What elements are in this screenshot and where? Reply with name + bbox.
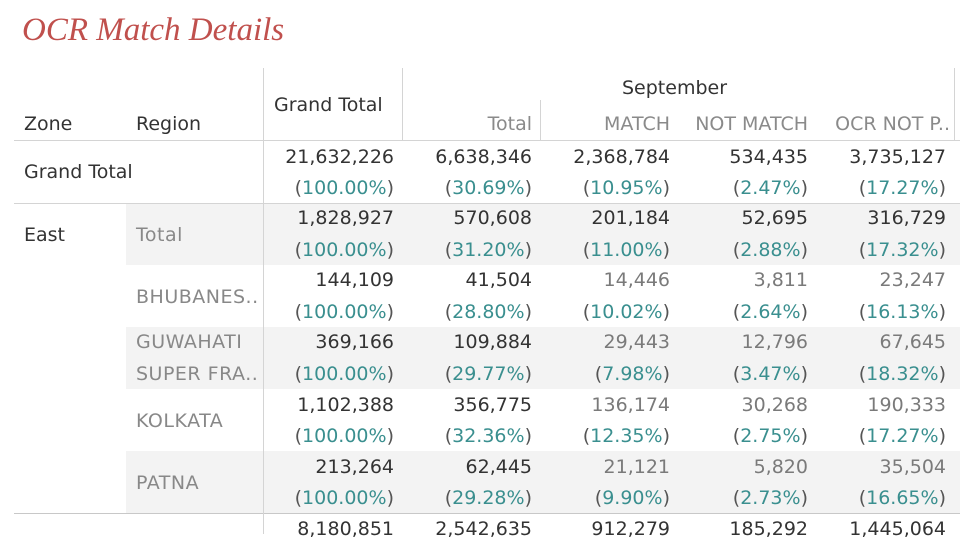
match-value[interactable]: 201,184 xyxy=(591,207,670,229)
grand-total-pct: (100.00%) xyxy=(294,425,394,447)
match-value[interactable]: 21,121 xyxy=(603,456,670,478)
ocr-not-pct: (17.27%) xyxy=(858,177,946,199)
ocr-not-pct: (17.32%) xyxy=(858,239,946,261)
grand-total-pct: (100.00%) xyxy=(294,487,394,509)
grand-total-value[interactable]: 1,828,927 xyxy=(297,207,394,229)
not-match-pct: (2.64%) xyxy=(732,301,808,323)
ocr-not-value[interactable]: 316,729 xyxy=(867,207,946,229)
row-divider xyxy=(14,513,960,514)
row-band xyxy=(126,327,960,389)
region-guwahati-line2: SUPER FRA.. xyxy=(136,363,259,385)
ocr-not-value[interactable]: 1,445,064 xyxy=(849,518,946,540)
grand-total-value[interactable]: 1,102,388 xyxy=(297,394,394,416)
region-total: Total xyxy=(136,224,183,246)
column-divider xyxy=(402,68,403,140)
not-match-pct: (2.73%) xyxy=(732,487,808,509)
header-region[interactable]: Region xyxy=(136,113,202,135)
match-pct: (11.00%) xyxy=(582,239,670,261)
row-band xyxy=(126,451,960,513)
match-value[interactable]: 912,279 xyxy=(591,518,670,540)
total-value[interactable]: 2,542,635 xyxy=(435,518,532,540)
total-pct: (28.80%) xyxy=(444,301,532,323)
total-value[interactable]: 41,504 xyxy=(465,269,532,291)
not-match-pct: (2.75%) xyxy=(732,425,808,447)
column-divider xyxy=(954,68,955,140)
match-pct: (12.35%) xyxy=(582,425,670,447)
ocr-not-value[interactable]: 35,504 xyxy=(879,456,946,478)
total-pct: (29.28%) xyxy=(444,487,532,509)
grand-total-pct: (100.00%) xyxy=(294,239,394,261)
ocr-not-value[interactable]: 190,333 xyxy=(867,394,946,416)
header-divider xyxy=(14,140,960,141)
not-match-value[interactable]: 30,268 xyxy=(741,394,808,416)
match-pct: (10.95%) xyxy=(582,177,670,199)
grand-total-value[interactable]: 213,264 xyxy=(315,456,394,478)
match-value[interactable]: 2,368,784 xyxy=(573,146,670,168)
grand-total-value[interactable]: 369,166 xyxy=(315,331,394,353)
match-pct: (9.90%) xyxy=(594,487,670,509)
grand-total-value[interactable]: 8,180,851 xyxy=(297,518,394,540)
ocr-not-value[interactable]: 3,735,127 xyxy=(849,146,946,168)
region-patna: PATNA xyxy=(136,472,200,494)
not-match-pct: (2.88%) xyxy=(732,239,808,261)
not-match-value[interactable]: 12,796 xyxy=(741,331,808,353)
grand-total-value[interactable]: 21,632,226 xyxy=(285,146,394,168)
region-kolkata: KOLKATA xyxy=(136,410,224,432)
not-match-value[interactable]: 3,811 xyxy=(753,269,808,291)
zone-grand-total: Grand Total xyxy=(24,161,133,183)
ocr-not-pct: (17.27%) xyxy=(858,425,946,447)
not-match-value[interactable]: 534,435 xyxy=(729,146,808,168)
zone-east: East xyxy=(24,224,65,246)
total-value[interactable]: 109,884 xyxy=(453,331,532,353)
grand-total-value[interactable]: 144,109 xyxy=(315,269,394,291)
total-pct: (30.69%) xyxy=(444,177,532,199)
grand-total-pct: (100.00%) xyxy=(294,177,394,199)
total-pct: (29.77%) xyxy=(444,363,532,385)
grand-total-pct: (100.00%) xyxy=(294,301,394,323)
not-match-pct: (3.47%) xyxy=(732,363,808,385)
match-pct: (7.98%) xyxy=(594,363,670,385)
total-pct: (31.20%) xyxy=(444,239,532,261)
region-bhubaneswar: BHUBANES.. xyxy=(136,286,259,308)
header-grand-total[interactable]: Grand Total xyxy=(274,94,383,116)
not-match-value[interactable]: 5,820 xyxy=(753,456,808,478)
header-september[interactable]: September xyxy=(622,77,728,99)
match-value[interactable]: 14,446 xyxy=(603,269,670,291)
header-zone[interactable]: Zone xyxy=(24,113,73,135)
region-guwahati: GUWAHATI xyxy=(136,331,243,353)
header-ocr-not[interactable]: OCR NOT P.. xyxy=(835,113,950,135)
column-divider xyxy=(263,68,264,534)
match-pct: (10.02%) xyxy=(582,301,670,323)
row-divider xyxy=(14,203,960,204)
row-band xyxy=(126,203,960,265)
not-match-value[interactable]: 185,292 xyxy=(729,518,808,540)
header-total[interactable]: Total xyxy=(487,113,532,135)
header-match[interactable]: MATCH xyxy=(604,113,670,135)
page-title: OCR Match Details xyxy=(22,12,285,48)
total-value[interactable]: 570,608 xyxy=(453,207,532,229)
not-match-value[interactable]: 52,695 xyxy=(741,207,808,229)
total-pct: (32.36%) xyxy=(444,425,532,447)
not-match-pct: (2.47%) xyxy=(732,177,808,199)
column-divider xyxy=(540,100,541,140)
match-value[interactable]: 136,174 xyxy=(591,394,670,416)
total-value[interactable]: 356,775 xyxy=(453,394,532,416)
ocr-not-value[interactable]: 23,247 xyxy=(879,269,946,291)
ocr-not-pct: (16.65%) xyxy=(858,487,946,509)
header-not-match[interactable]: NOT MATCH xyxy=(695,113,808,135)
match-value[interactable]: 29,443 xyxy=(603,331,670,353)
ocr-not-value[interactable]: 67,645 xyxy=(879,331,946,353)
total-value[interactable]: 6,638,346 xyxy=(435,146,532,168)
grand-total-pct: (100.00%) xyxy=(294,363,394,385)
total-value[interactable]: 62,445 xyxy=(465,456,532,478)
ocr-not-pct: (16.13%) xyxy=(858,301,946,323)
ocr-not-pct: (18.32%) xyxy=(858,363,946,385)
